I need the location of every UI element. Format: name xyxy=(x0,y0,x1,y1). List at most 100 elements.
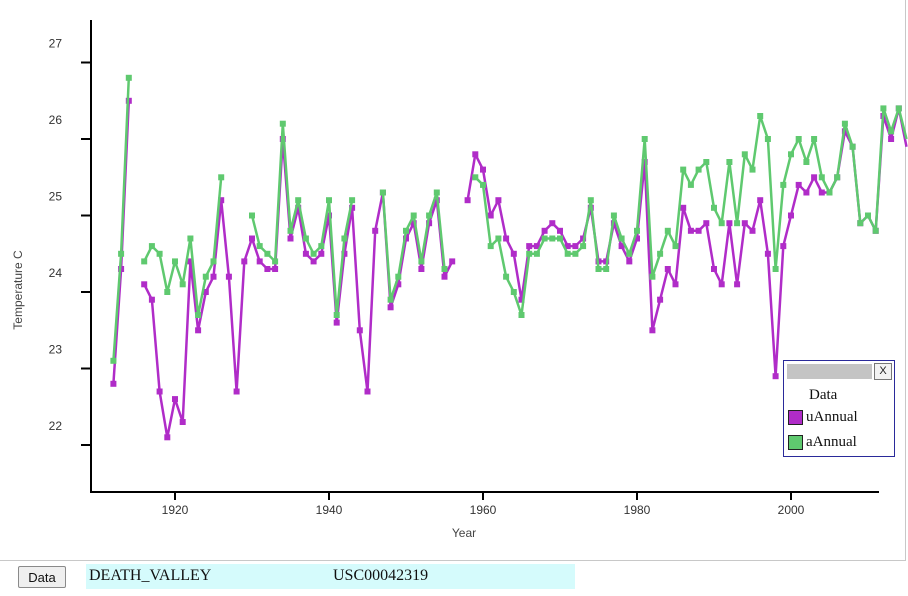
data-point-uannual[interactable] xyxy=(202,289,209,295)
data-point-aannual[interactable] xyxy=(587,197,594,204)
data-point-aannual[interactable] xyxy=(418,258,425,265)
data-point-uannual[interactable] xyxy=(210,273,217,280)
data-point-aannual[interactable] xyxy=(287,227,294,234)
data-point-aannual[interactable] xyxy=(788,151,794,158)
data-point-aannual[interactable] xyxy=(264,250,271,257)
data-point-uannual[interactable] xyxy=(526,243,533,250)
data-point-aannual[interactable] xyxy=(680,166,687,173)
data-point-uannual[interactable] xyxy=(195,327,202,334)
data-point-uannual[interactable] xyxy=(664,266,671,272)
data-point-aannual[interactable] xyxy=(703,159,710,165)
data-point-uannual[interactable] xyxy=(734,281,741,288)
data-point-aannual[interactable] xyxy=(572,250,579,257)
data-point-aannual[interactable] xyxy=(695,166,702,173)
data-point-aannual[interactable] xyxy=(672,243,679,250)
data-point-aannual[interactable] xyxy=(541,235,548,242)
data-point-aannual[interactable] xyxy=(849,143,856,150)
data-point-aannual[interactable] xyxy=(826,189,833,196)
data-point-aannual[interactable] xyxy=(610,212,617,219)
data-point-uannual[interactable] xyxy=(164,434,171,441)
data-point-uannual[interactable] xyxy=(287,235,294,242)
data-point-uannual[interactable] xyxy=(572,243,579,250)
data-point-aannual[interactable] xyxy=(834,174,841,181)
data-point-aannual[interactable] xyxy=(841,120,848,127)
data-point-aannual[interactable] xyxy=(118,250,125,257)
data-point-aannual[interactable] xyxy=(110,357,117,364)
data-point-uannual[interactable] xyxy=(148,296,155,303)
data-point-aannual[interactable] xyxy=(557,235,563,242)
data-point-aannual[interactable] xyxy=(326,197,332,204)
data-point-uannual[interactable] xyxy=(418,266,425,272)
legend-drag-handle[interactable] xyxy=(787,364,872,379)
data-point-aannual[interactable] xyxy=(202,273,209,280)
data-point-aannual[interactable] xyxy=(618,235,625,242)
data-point-aannual[interactable] xyxy=(302,235,309,242)
data-point-aannual[interactable] xyxy=(757,113,764,119)
data-point-uannual[interactable] xyxy=(764,250,771,257)
data-point-aannual[interactable] xyxy=(533,250,540,257)
data-point-aannual[interactable] xyxy=(634,227,640,234)
data-point-uannual[interactable] xyxy=(618,243,625,250)
data-point-aannual[interactable] xyxy=(279,120,286,127)
data-point-aannual[interactable] xyxy=(657,250,664,257)
data-point-uannual[interactable] xyxy=(718,281,725,288)
data-point-aannual[interactable] xyxy=(172,258,178,265)
data-point-aannual[interactable] xyxy=(379,189,386,196)
data-point-uannual[interactable] xyxy=(179,419,186,425)
data-point-aannual[interactable] xyxy=(795,136,802,142)
data-point-uannual[interactable] xyxy=(333,319,340,326)
data-point-uannual[interactable] xyxy=(156,388,163,395)
data-point-aannual[interactable] xyxy=(295,197,302,204)
data-point-aannual[interactable] xyxy=(718,220,725,227)
data-point-uannual[interactable] xyxy=(349,204,356,211)
data-point-aannual[interactable] xyxy=(272,258,279,265)
data-point-aannual[interactable] xyxy=(626,250,633,257)
data-point-uannual[interactable] xyxy=(795,181,802,188)
data-point-uannual[interactable] xyxy=(233,388,240,395)
data-point-uannual[interactable] xyxy=(480,166,486,173)
data-point-aannual[interactable] xyxy=(395,273,402,280)
data-point-uannual[interactable] xyxy=(141,281,148,288)
data-point-uannual[interactable] xyxy=(510,250,517,257)
data-point-aannual[interactable] xyxy=(141,258,148,265)
data-point-aannual[interactable] xyxy=(734,220,741,227)
data-point-aannual[interactable] xyxy=(603,266,610,272)
data-point-aannual[interactable] xyxy=(780,181,787,188)
data-point-uannual[interactable] xyxy=(557,227,563,234)
data-point-aannual[interactable] xyxy=(811,136,818,142)
data-point-uannual[interactable] xyxy=(449,258,456,265)
data-point-aannual[interactable] xyxy=(687,181,694,188)
data-point-uannual[interactable] xyxy=(464,197,471,204)
data-point-aannual[interactable] xyxy=(164,289,171,295)
data-point-uannual[interactable] xyxy=(803,189,810,196)
data-point-aannual[interactable] xyxy=(187,235,194,242)
data-point-uannual[interactable] xyxy=(364,388,371,395)
data-point-aannual[interactable] xyxy=(880,105,887,112)
data-point-uannual[interactable] xyxy=(187,258,194,265)
data-point-aannual[interactable] xyxy=(549,235,556,242)
data-point-aannual[interactable] xyxy=(803,159,810,165)
data-point-aannual[interactable] xyxy=(433,189,440,196)
data-point-aannual[interactable] xyxy=(426,212,433,219)
data-point-aannual[interactable] xyxy=(218,174,225,181)
data-point-aannual[interactable] xyxy=(179,281,186,288)
data-point-aannual[interactable] xyxy=(872,227,879,234)
data-point-uannual[interactable] xyxy=(657,296,664,303)
data-point-uannual[interactable] xyxy=(549,220,556,227)
data-point-uannual[interactable] xyxy=(711,266,717,272)
data-point-aannual[interactable] xyxy=(711,204,717,211)
data-point-uannual[interactable] xyxy=(410,220,417,227)
data-point-aannual[interactable] xyxy=(641,136,648,142)
data-point-aannual[interactable] xyxy=(256,243,263,250)
data-point-uannual[interactable] xyxy=(264,266,271,272)
data-point-uannual[interactable] xyxy=(495,197,502,204)
data-point-uannual[interactable] xyxy=(703,220,710,227)
data-point-uannual[interactable] xyxy=(295,204,302,211)
data-point-uannual[interactable] xyxy=(241,258,248,265)
data-point-aannual[interactable] xyxy=(480,181,486,188)
data-point-uannual[interactable] xyxy=(341,250,348,257)
data-point-uannual[interactable] xyxy=(225,273,232,280)
data-point-aannual[interactable] xyxy=(441,266,448,272)
data-point-aannual[interactable] xyxy=(341,235,348,242)
legend-item-aannual[interactable]: aAnnual xyxy=(788,432,857,452)
